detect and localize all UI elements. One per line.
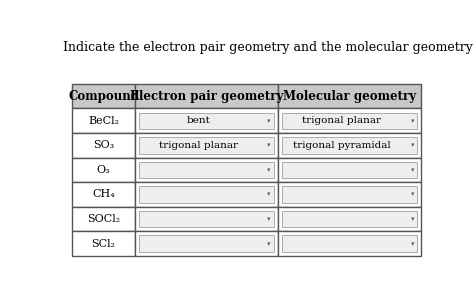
FancyBboxPatch shape — [139, 235, 273, 252]
Text: Molecular geometry: Molecular geometry — [283, 90, 416, 103]
FancyBboxPatch shape — [72, 133, 135, 157]
FancyBboxPatch shape — [135, 108, 278, 133]
Text: ▾: ▾ — [267, 241, 271, 246]
Text: CH₄: CH₄ — [92, 189, 115, 200]
FancyBboxPatch shape — [283, 137, 417, 154]
Text: Compound: Compound — [68, 90, 139, 103]
Text: ▾: ▾ — [267, 118, 271, 124]
Text: trigonal planar: trigonal planar — [302, 116, 381, 125]
FancyBboxPatch shape — [278, 182, 421, 207]
FancyBboxPatch shape — [72, 84, 135, 108]
Text: ▾: ▾ — [267, 191, 271, 197]
FancyBboxPatch shape — [135, 84, 278, 108]
Text: ▾: ▾ — [410, 216, 414, 222]
FancyBboxPatch shape — [72, 182, 135, 207]
FancyBboxPatch shape — [139, 211, 273, 227]
Text: trigonal pyramidal: trigonal pyramidal — [292, 141, 391, 150]
FancyBboxPatch shape — [283, 113, 417, 129]
Text: O₃: O₃ — [97, 165, 110, 175]
Text: SCl₂: SCl₂ — [91, 239, 116, 249]
FancyBboxPatch shape — [139, 162, 273, 178]
FancyBboxPatch shape — [278, 133, 421, 157]
Text: ▾: ▾ — [410, 142, 414, 148]
FancyBboxPatch shape — [278, 231, 421, 256]
FancyBboxPatch shape — [135, 182, 278, 207]
Text: bent: bent — [186, 116, 210, 125]
FancyBboxPatch shape — [278, 108, 421, 133]
FancyBboxPatch shape — [72, 207, 135, 231]
Text: Electron pair geometry: Electron pair geometry — [130, 90, 283, 103]
FancyBboxPatch shape — [283, 186, 417, 203]
FancyBboxPatch shape — [135, 133, 278, 157]
Text: ▾: ▾ — [410, 191, 414, 197]
FancyBboxPatch shape — [283, 162, 417, 178]
FancyBboxPatch shape — [139, 186, 273, 203]
FancyBboxPatch shape — [135, 158, 278, 182]
FancyBboxPatch shape — [135, 231, 278, 256]
Text: ▾: ▾ — [410, 118, 414, 124]
Text: ▾: ▾ — [410, 167, 414, 173]
FancyBboxPatch shape — [139, 137, 273, 154]
FancyBboxPatch shape — [139, 113, 273, 129]
Text: SOCl₂: SOCl₂ — [87, 214, 120, 224]
Text: BeCl₂: BeCl₂ — [88, 116, 119, 126]
Text: ▾: ▾ — [267, 142, 271, 148]
Text: trigonal planar: trigonal planar — [159, 141, 238, 150]
FancyBboxPatch shape — [72, 158, 135, 182]
FancyBboxPatch shape — [135, 207, 278, 231]
Text: ▾: ▾ — [267, 216, 271, 222]
Text: ▾: ▾ — [267, 167, 271, 173]
FancyBboxPatch shape — [278, 84, 421, 108]
FancyBboxPatch shape — [72, 231, 135, 256]
Text: SO₃: SO₃ — [93, 140, 114, 150]
Text: Indicate the electron pair geometry and the molecular geometry for each of the s: Indicate the electron pair geometry and … — [63, 41, 474, 55]
FancyBboxPatch shape — [72, 108, 135, 133]
FancyBboxPatch shape — [283, 235, 417, 252]
FancyBboxPatch shape — [278, 158, 421, 182]
FancyBboxPatch shape — [283, 211, 417, 227]
Text: ▾: ▾ — [410, 241, 414, 246]
FancyBboxPatch shape — [278, 207, 421, 231]
